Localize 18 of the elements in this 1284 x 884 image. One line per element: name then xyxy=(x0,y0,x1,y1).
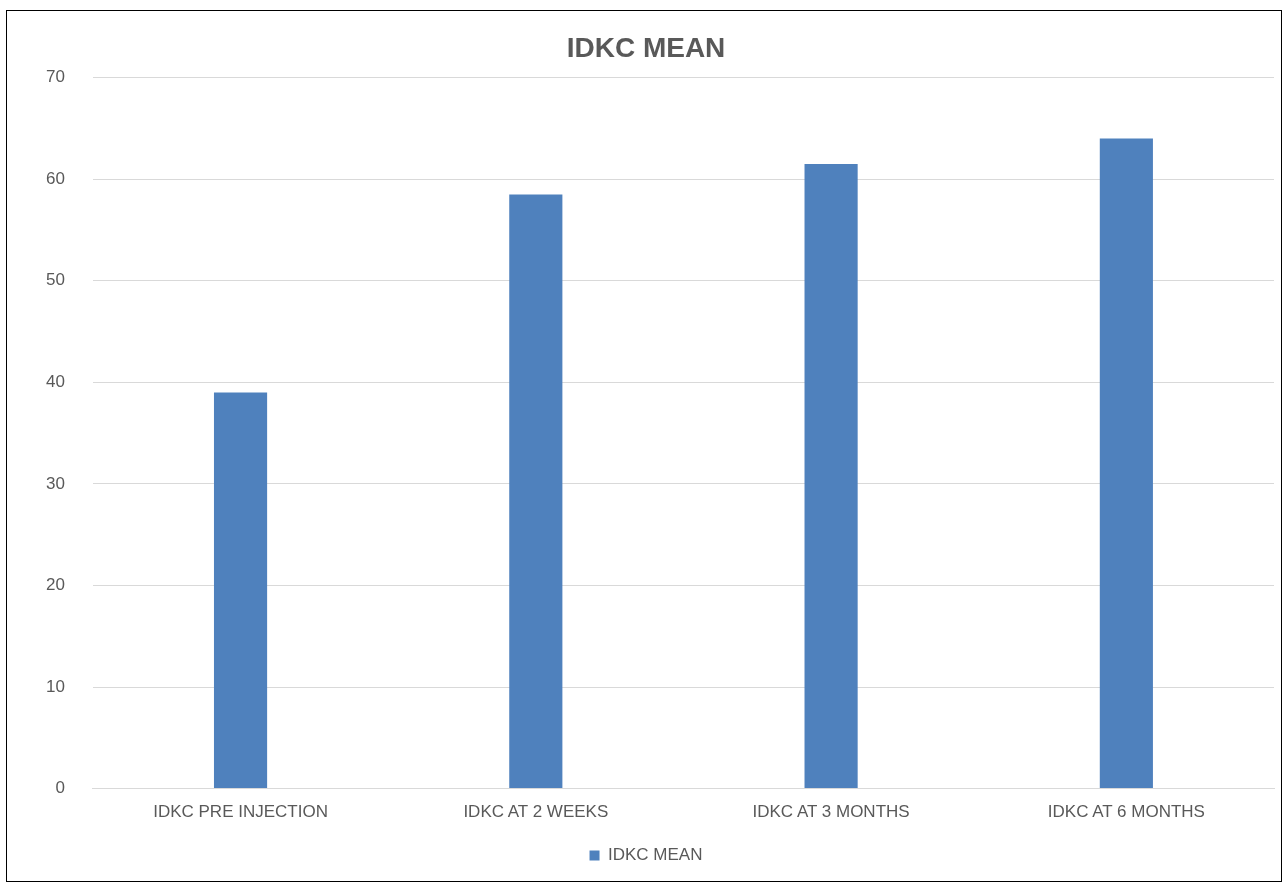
x-tick-label: IDKC AT 6 MONTHS xyxy=(1047,802,1205,822)
x-tick-label: IDKC AT 2 WEEKS xyxy=(463,802,609,822)
y-tick-label: 50 xyxy=(45,270,65,290)
bar xyxy=(1099,138,1153,789)
y-tick-label: 40 xyxy=(45,372,65,391)
y-tick-label: 60 xyxy=(45,168,65,188)
bar xyxy=(509,194,563,789)
x-tick-label: IDKC PRE INJECTION xyxy=(153,802,328,822)
bar xyxy=(213,392,268,789)
x-tick-label: IDKC AT 3 MONTHS xyxy=(752,802,910,822)
y-tick-label: 10 xyxy=(45,676,65,696)
bar xyxy=(804,163,858,789)
chart-title: IDKC MEAN xyxy=(566,31,726,63)
y-tick-label: 20 xyxy=(45,575,65,595)
y-tick-label: 0 xyxy=(55,778,65,798)
y-tick-label: 30 xyxy=(45,473,65,493)
legend-label: IDKC MEAN xyxy=(608,845,703,865)
y-tick-label: 70 xyxy=(45,67,65,87)
